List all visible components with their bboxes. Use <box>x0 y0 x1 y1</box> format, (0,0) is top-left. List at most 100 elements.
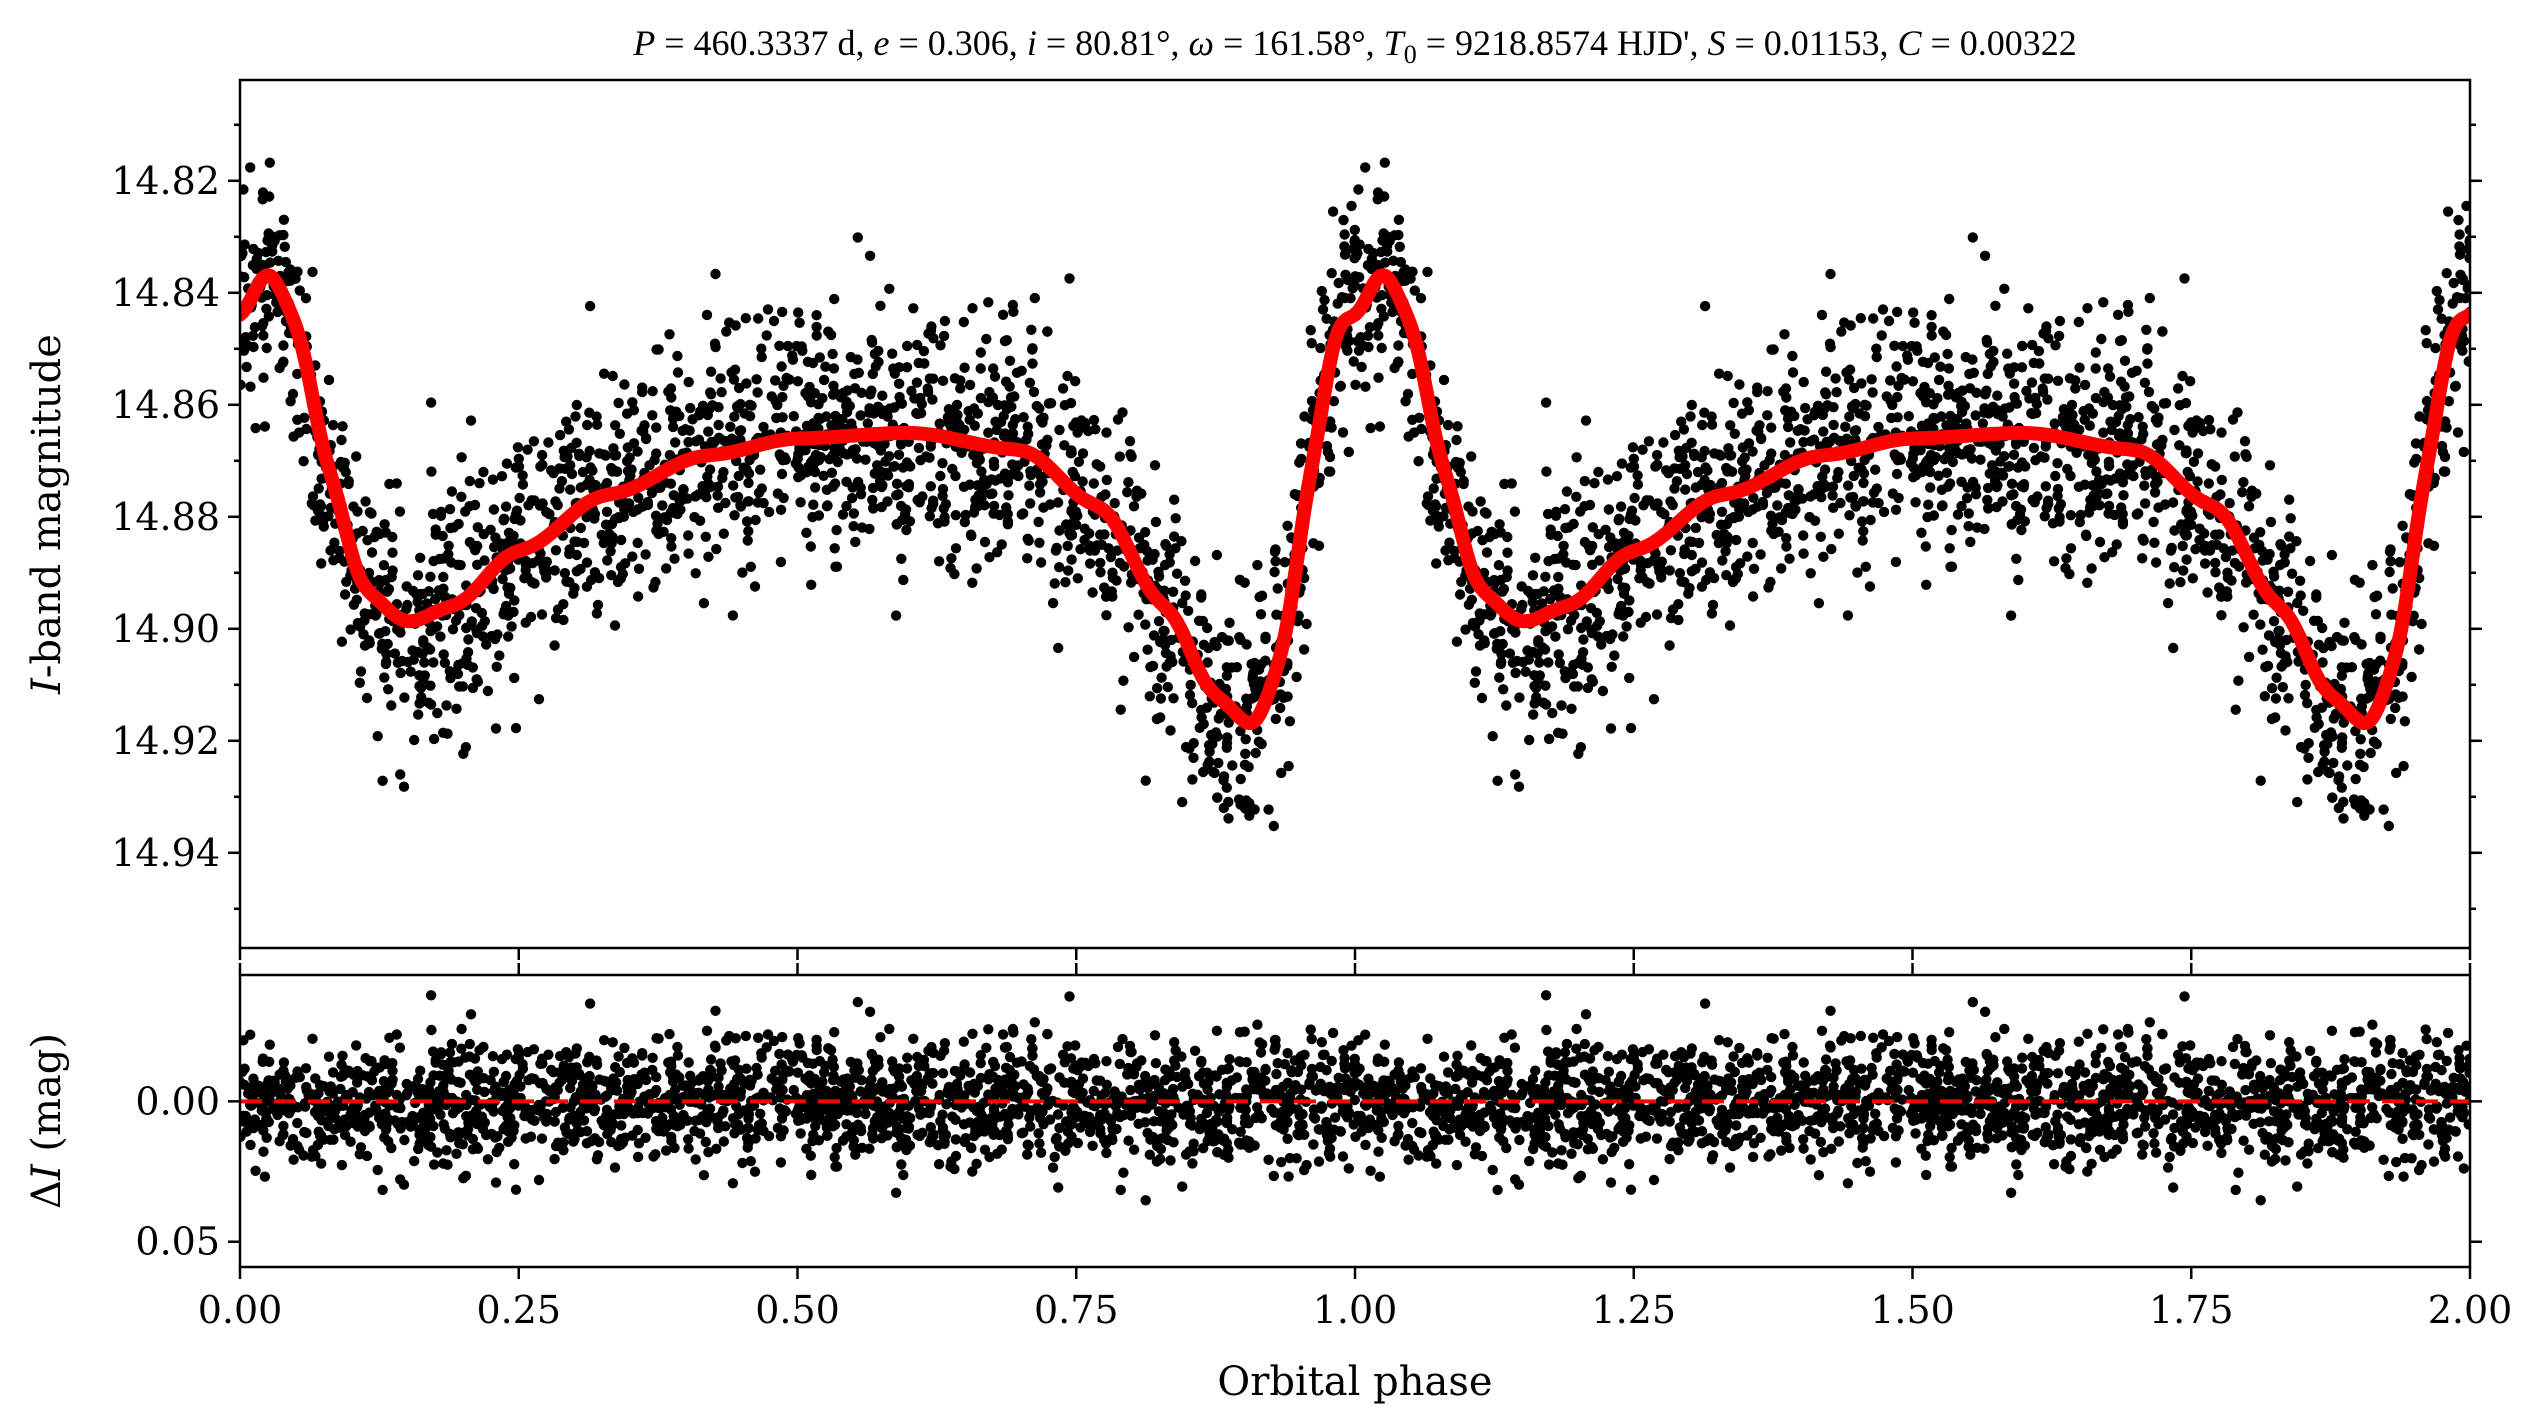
data-point <box>310 515 321 526</box>
data-point <box>2447 298 2458 309</box>
data-point <box>2146 400 2157 412</box>
data-point <box>536 609 548 620</box>
data-point <box>288 431 299 442</box>
data-point <box>1324 451 1336 463</box>
data-point <box>1734 379 1745 390</box>
data-point <box>713 502 724 513</box>
data-point <box>2216 610 2227 621</box>
data-point <box>1379 157 1391 168</box>
data-point <box>2181 554 2192 565</box>
data-point <box>2052 458 2063 469</box>
data-point <box>1798 530 1809 541</box>
data-point <box>1346 200 1357 212</box>
data-point <box>2103 456 2115 467</box>
data-point <box>256 320 268 332</box>
data-point <box>506 621 517 632</box>
data-point <box>1685 411 1696 422</box>
data-point <box>611 466 623 477</box>
data-point <box>1035 557 1047 568</box>
data-point <box>1735 558 1746 569</box>
data-point <box>2363 668 2374 679</box>
data-point <box>1748 563 1760 574</box>
data-point <box>1271 609 1282 620</box>
data-point <box>1002 508 1013 520</box>
data-point <box>1454 589 1466 600</box>
data-point <box>718 528 729 539</box>
data-point <box>794 317 805 328</box>
data-point <box>2094 536 2106 548</box>
data-point <box>571 566 582 577</box>
data-point <box>1827 481 1839 492</box>
data-point <box>1571 491 1582 502</box>
data-point <box>627 551 638 562</box>
data-point <box>2312 615 2323 627</box>
data-point <box>2346 662 2358 673</box>
data-point <box>1716 506 1728 517</box>
data-point <box>1979 250 1991 261</box>
data-point <box>1509 506 1521 517</box>
data-point <box>1043 398 1055 409</box>
data-point <box>1594 555 1605 566</box>
data-point <box>1188 752 1199 763</box>
data-point <box>621 408 633 419</box>
data-point <box>1665 612 1677 624</box>
data-point <box>2149 479 2161 490</box>
data-point <box>741 378 752 389</box>
data-point <box>1830 373 1841 384</box>
data-point <box>972 480 983 491</box>
data-point <box>1155 712 1166 723</box>
data-point <box>1765 510 1777 521</box>
data-point <box>1002 477 1014 488</box>
data-point <box>250 422 261 434</box>
data-point <box>2140 466 2151 477</box>
data-point <box>1871 351 1882 363</box>
y-tick-label: 14.86 <box>111 383 220 427</box>
data-point <box>1953 448 1964 459</box>
data-point <box>377 775 388 786</box>
data-point <box>2311 704 2322 716</box>
data-point <box>2030 392 2041 404</box>
data-point <box>2165 545 2177 556</box>
data-point <box>1240 748 1251 759</box>
data-point <box>240 250 247 262</box>
data-point <box>2349 574 2361 585</box>
data-point <box>2188 456 2200 467</box>
data-point <box>591 419 603 430</box>
residual-point <box>1438 1051 1450 1062</box>
data-point <box>2052 375 2064 386</box>
data-point <box>727 610 739 621</box>
data-point <box>2232 407 2243 418</box>
data-point <box>2114 400 2125 411</box>
data-point <box>1389 230 1400 241</box>
data-point <box>2337 732 2348 743</box>
data-point <box>1392 357 1404 369</box>
data-point <box>990 416 1001 427</box>
data-point <box>2138 535 2149 546</box>
data-point <box>391 478 402 489</box>
data-point <box>1943 363 1955 374</box>
data-point <box>1538 697 1549 708</box>
data-point <box>482 685 494 697</box>
data-point <box>2150 557 2162 568</box>
data-point <box>1722 531 1733 543</box>
data-point <box>1088 478 1100 489</box>
data-point <box>2282 586 2294 597</box>
data-point <box>1060 577 1071 588</box>
data-point <box>2421 338 2432 349</box>
data-point <box>1728 397 1739 409</box>
residual-point <box>902 1052 913 1063</box>
data-point <box>2367 559 2378 571</box>
data-point <box>294 285 305 296</box>
data-point <box>1402 388 1414 400</box>
data-point <box>2102 392 2114 403</box>
data-point <box>282 275 293 287</box>
data-point <box>1255 676 1266 687</box>
data-point <box>976 466 987 477</box>
data-point <box>1935 361 1946 372</box>
data-point <box>946 553 957 564</box>
data-point <box>1024 480 1035 491</box>
data-point <box>2370 609 2382 620</box>
data-point <box>2230 704 2241 715</box>
data-point <box>1451 434 1462 446</box>
